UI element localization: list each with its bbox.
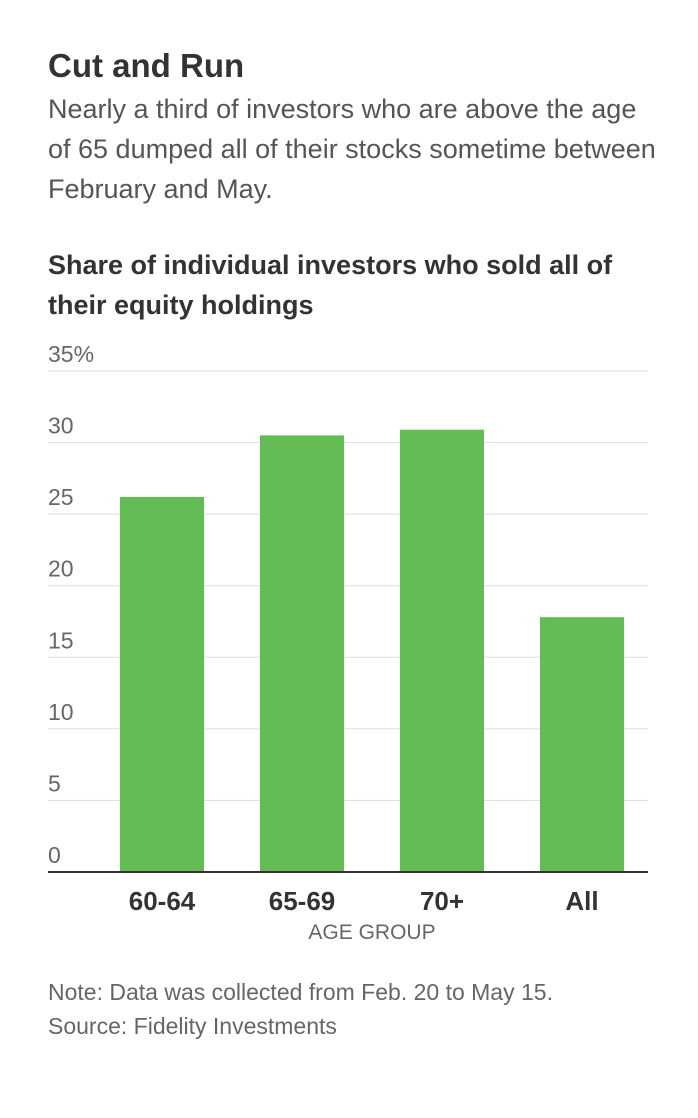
bar (260, 435, 344, 872)
x-tick-label: 70+ (420, 886, 464, 916)
y-tick-label: 15 (48, 627, 74, 653)
bar-chart: 0 5 10 15 20 25 30 35% 60-64 65-69 70+ All AGE GROUP (0, 340, 698, 950)
y-tick-label: 25 (48, 484, 74, 510)
x-tick-label: All (565, 886, 598, 916)
y-tick-label: 20 (48, 556, 74, 582)
y-tick-label: 35% (48, 341, 94, 367)
bar (400, 429, 484, 872)
chart-title: Share of individual investors who sold a… (48, 250, 613, 320)
bar (540, 617, 624, 872)
y-tick-label: 10 (48, 699, 74, 725)
bar-chart-svg: 0 5 10 15 20 25 30 35% 60-64 65-69 70+ All AGE GROUP (48, 341, 648, 944)
source-note: Source: Fidelity Investments (48, 1013, 337, 1039)
y-tick-label: 5 (48, 770, 61, 796)
x-tick-label: 65-69 (269, 886, 336, 916)
subheadline: Nearly a third of investors who are abov… (48, 94, 656, 204)
footnote: Note: Data was collected from Feb. 20 to… (48, 979, 553, 1005)
y-tick-label: 30 (48, 413, 74, 439)
headline: Cut and Run (48, 47, 245, 84)
x-tick-label: 60-64 (129, 886, 196, 916)
x-axis-label: AGE GROUP (308, 921, 435, 944)
y-tick-label: 0 (48, 842, 61, 868)
bar (120, 496, 204, 872)
